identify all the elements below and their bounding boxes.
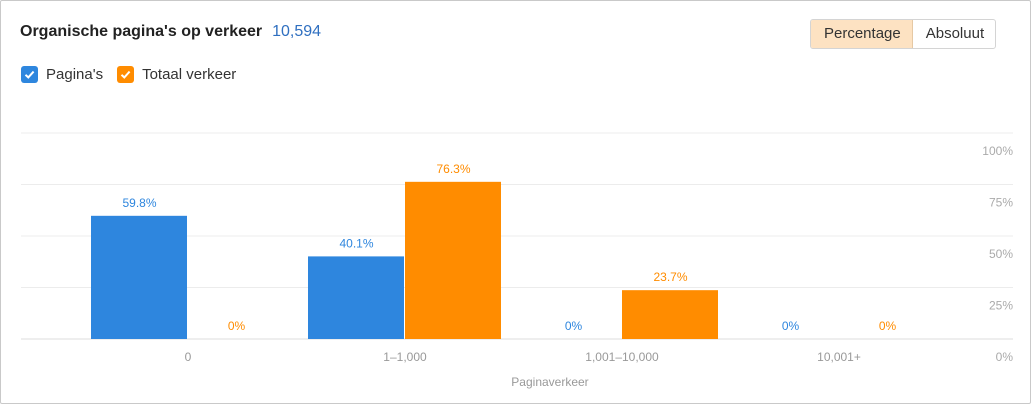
x-tick-label: 1–1,000 — [383, 350, 427, 364]
y-tick-label: 100% — [982, 144, 1013, 158]
checkbox-checked-icon[interactable] — [117, 66, 135, 83]
data-label: 40.1% — [339, 236, 373, 250]
legend-label-pages: Pagina's — [46, 66, 104, 83]
legend-item-total-traffic[interactable]: Totaal verkeer — [117, 66, 236, 83]
x-axis-title: Paginaverkeer — [511, 375, 588, 389]
data-label: 76.3% — [436, 162, 470, 176]
chart-legend: Pagina's Totaal verkeer — [21, 66, 236, 83]
bar — [405, 181, 501, 339]
chart-header: Organische pagina's op verkeer 10,594 — [20, 23, 321, 41]
y-tick-label: 50% — [989, 247, 1013, 261]
x-tick-label: 0 — [185, 350, 192, 364]
data-label: 0% — [879, 319, 897, 333]
y-tick-label: 75% — [989, 196, 1013, 210]
legend-label-total-traffic: Totaal verkeer — [142, 66, 237, 83]
data-label: 59.8% — [122, 196, 156, 210]
chart-title: Organische pagina's op verkeer — [20, 23, 263, 40]
x-tick-label: 1,001–10,000 — [585, 350, 659, 364]
checkbox-checked-icon[interactable] — [21, 66, 38, 83]
y-tick-label: 25% — [989, 299, 1013, 313]
absolute-button[interactable]: Absoluut — [925, 25, 985, 42]
bar — [91, 215, 187, 339]
bar — [308, 256, 404, 339]
data-label: 0% — [782, 319, 800, 333]
data-label: 23.7% — [653, 270, 687, 284]
bar — [622, 290, 718, 339]
x-tick-label: 10,001+ — [817, 350, 861, 364]
view-mode-toggle: Percentage Absoluut — [810, 19, 997, 49]
data-label: 0% — [228, 319, 246, 333]
data-label: 0% — [565, 319, 583, 333]
percentage-button[interactable]: Percentage — [811, 20, 913, 48]
page-count[interactable]: 10,594 — [272, 23, 322, 40]
y-tick-label: 0% — [996, 350, 1014, 364]
legend-item-pages[interactable]: Pagina's — [21, 66, 103, 83]
